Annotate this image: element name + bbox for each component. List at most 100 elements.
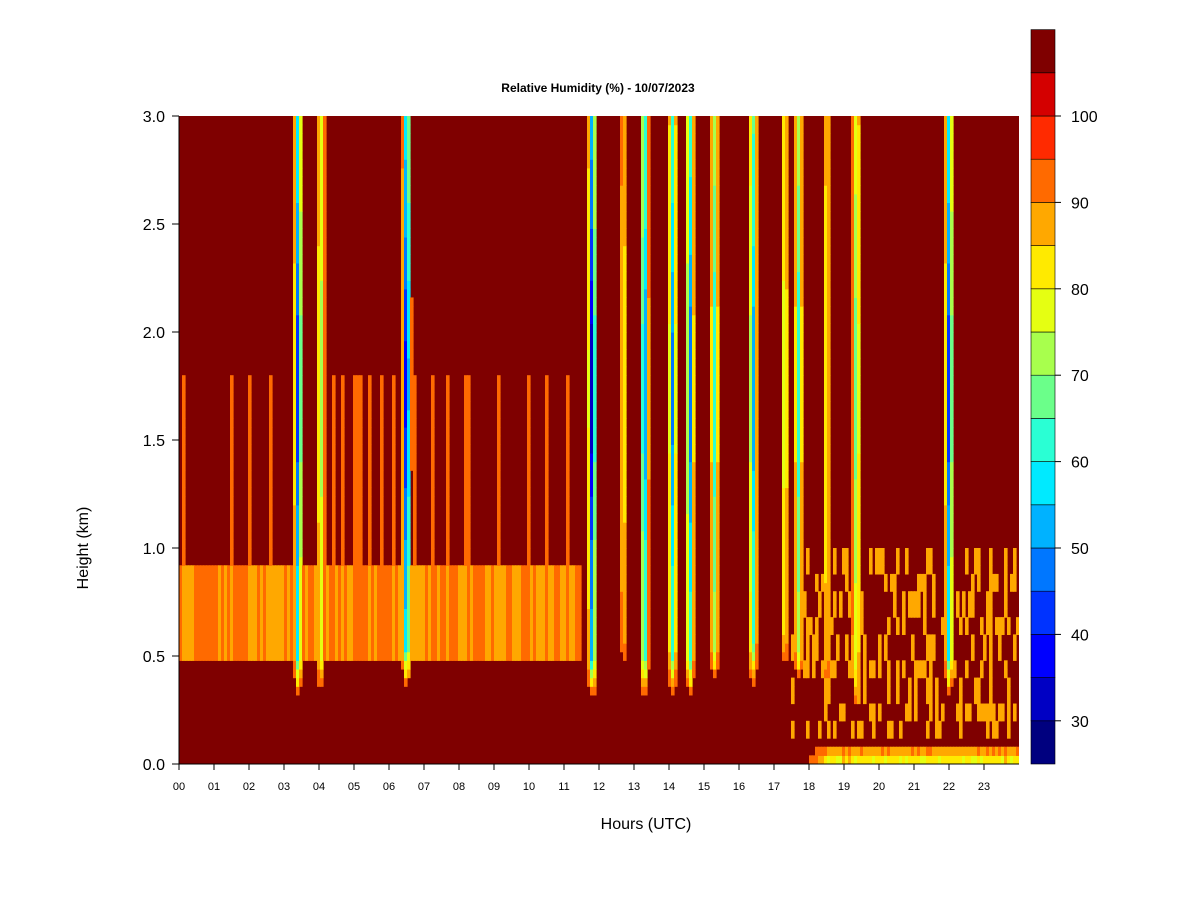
heatmap-cell <box>404 660 408 670</box>
heatmap-cell <box>467 651 471 661</box>
heatmap-cell <box>686 573 690 584</box>
heatmap-cell <box>269 530 273 540</box>
heatmap-cell <box>854 513 858 523</box>
heatmap-cell <box>668 617 672 627</box>
heatmap-cell <box>446 435 450 445</box>
heatmap-cell <box>845 582 849 592</box>
heatmap-cell <box>623 617 627 627</box>
heatmap-cell <box>716 193 720 203</box>
heatmap-cell <box>407 383 411 394</box>
heatmap-cell <box>590 530 594 540</box>
heatmap-cell <box>407 297 411 307</box>
heatmap-cell <box>620 262 624 273</box>
heatmap-cell <box>332 539 336 549</box>
heatmap-cell <box>515 591 519 601</box>
heatmap-cell <box>668 254 672 264</box>
heatmap-cell <box>827 565 831 575</box>
heatmap-cell <box>587 323 591 333</box>
heatmap-cell <box>854 176 858 186</box>
heatmap-cell <box>320 288 324 299</box>
heatmap-cell <box>269 409 273 419</box>
heatmap-cell <box>752 608 756 618</box>
heatmap-cell <box>794 548 798 558</box>
heatmap-cell <box>206 582 210 592</box>
heatmap-cell <box>851 340 855 350</box>
heatmap-cell <box>263 582 267 592</box>
heatmap-cell <box>800 427 804 437</box>
heatmap-cell <box>692 565 696 575</box>
heatmap-cell <box>689 686 693 696</box>
heatmap-cell <box>674 444 678 454</box>
heatmap-cell <box>854 236 858 247</box>
heatmap-cell <box>464 392 468 402</box>
heatmap-cell <box>356 522 360 532</box>
heatmap-cell <box>224 582 228 592</box>
heatmap-cell <box>854 418 858 428</box>
heatmap-cell <box>287 573 291 584</box>
heatmap-cell <box>269 634 273 644</box>
heatmap-cell <box>476 591 480 601</box>
heatmap-cell <box>752 254 756 264</box>
heatmap-cell <box>800 340 804 350</box>
heatmap-cell <box>560 582 564 592</box>
heatmap-cell <box>827 211 831 221</box>
heatmap-cell <box>317 617 321 627</box>
heatmap-cell <box>710 280 714 290</box>
heatmap-cell <box>380 461 384 471</box>
heatmap-cell <box>392 383 396 394</box>
heatmap-cell <box>230 582 234 592</box>
heatmap-cell <box>797 288 801 299</box>
heatmap-cell <box>944 124 948 134</box>
heatmap-cell <box>296 668 300 679</box>
heatmap-cell <box>539 573 543 584</box>
heatmap-cell <box>467 556 471 566</box>
heatmap-cell <box>947 357 951 368</box>
heatmap-cell <box>641 349 645 359</box>
heatmap-cell <box>857 116 861 126</box>
heatmap-cell <box>257 634 261 644</box>
heatmap-cell <box>644 522 648 532</box>
heatmap-cell <box>890 746 894 756</box>
heatmap-cell <box>587 228 591 238</box>
heatmap-cell <box>356 608 360 618</box>
heatmap-cell <box>380 418 384 428</box>
heatmap-cell <box>593 599 597 610</box>
heatmap-cell <box>179 573 183 584</box>
heatmap-cell <box>398 599 402 610</box>
heatmap-cell <box>674 176 678 186</box>
heatmap-cell <box>713 401 717 411</box>
heatmap-cell <box>407 461 411 471</box>
heatmap-cell <box>359 444 363 454</box>
heatmap-cell <box>425 625 429 635</box>
heatmap-cell <box>404 297 408 307</box>
heatmap-cell <box>641 452 645 463</box>
heatmap-cell <box>323 513 327 523</box>
heatmap-cell <box>587 539 591 549</box>
heatmap-cell <box>800 522 804 532</box>
heatmap-cell <box>407 185 411 195</box>
heatmap-cell <box>785 435 789 445</box>
heatmap-cell <box>749 332 753 342</box>
heatmap-cell <box>191 651 195 661</box>
heatmap-cell <box>494 591 498 601</box>
heatmap-cell <box>794 288 798 299</box>
heatmap-cell <box>467 375 471 385</box>
heatmap-cell <box>647 401 651 411</box>
heatmap-cell <box>845 755 849 764</box>
heatmap-cell <box>797 185 801 195</box>
heatmap-cell <box>851 401 855 411</box>
heatmap-cell <box>587 306 591 316</box>
heatmap-cell <box>560 651 564 661</box>
heatmap-cell <box>851 228 855 238</box>
heatmap-cell <box>716 504 720 515</box>
heatmap-cell <box>299 314 303 324</box>
heatmap-cell <box>296 435 300 445</box>
heatmap-cell <box>323 219 327 229</box>
heatmap-cell <box>794 651 798 661</box>
heatmap-cell <box>413 643 417 653</box>
heatmap-cell <box>461 617 465 627</box>
heatmap-cell <box>857 677 861 687</box>
heatmap-cell <box>827 513 831 523</box>
heatmap-cell <box>713 297 717 307</box>
heatmap-cell <box>947 236 951 247</box>
